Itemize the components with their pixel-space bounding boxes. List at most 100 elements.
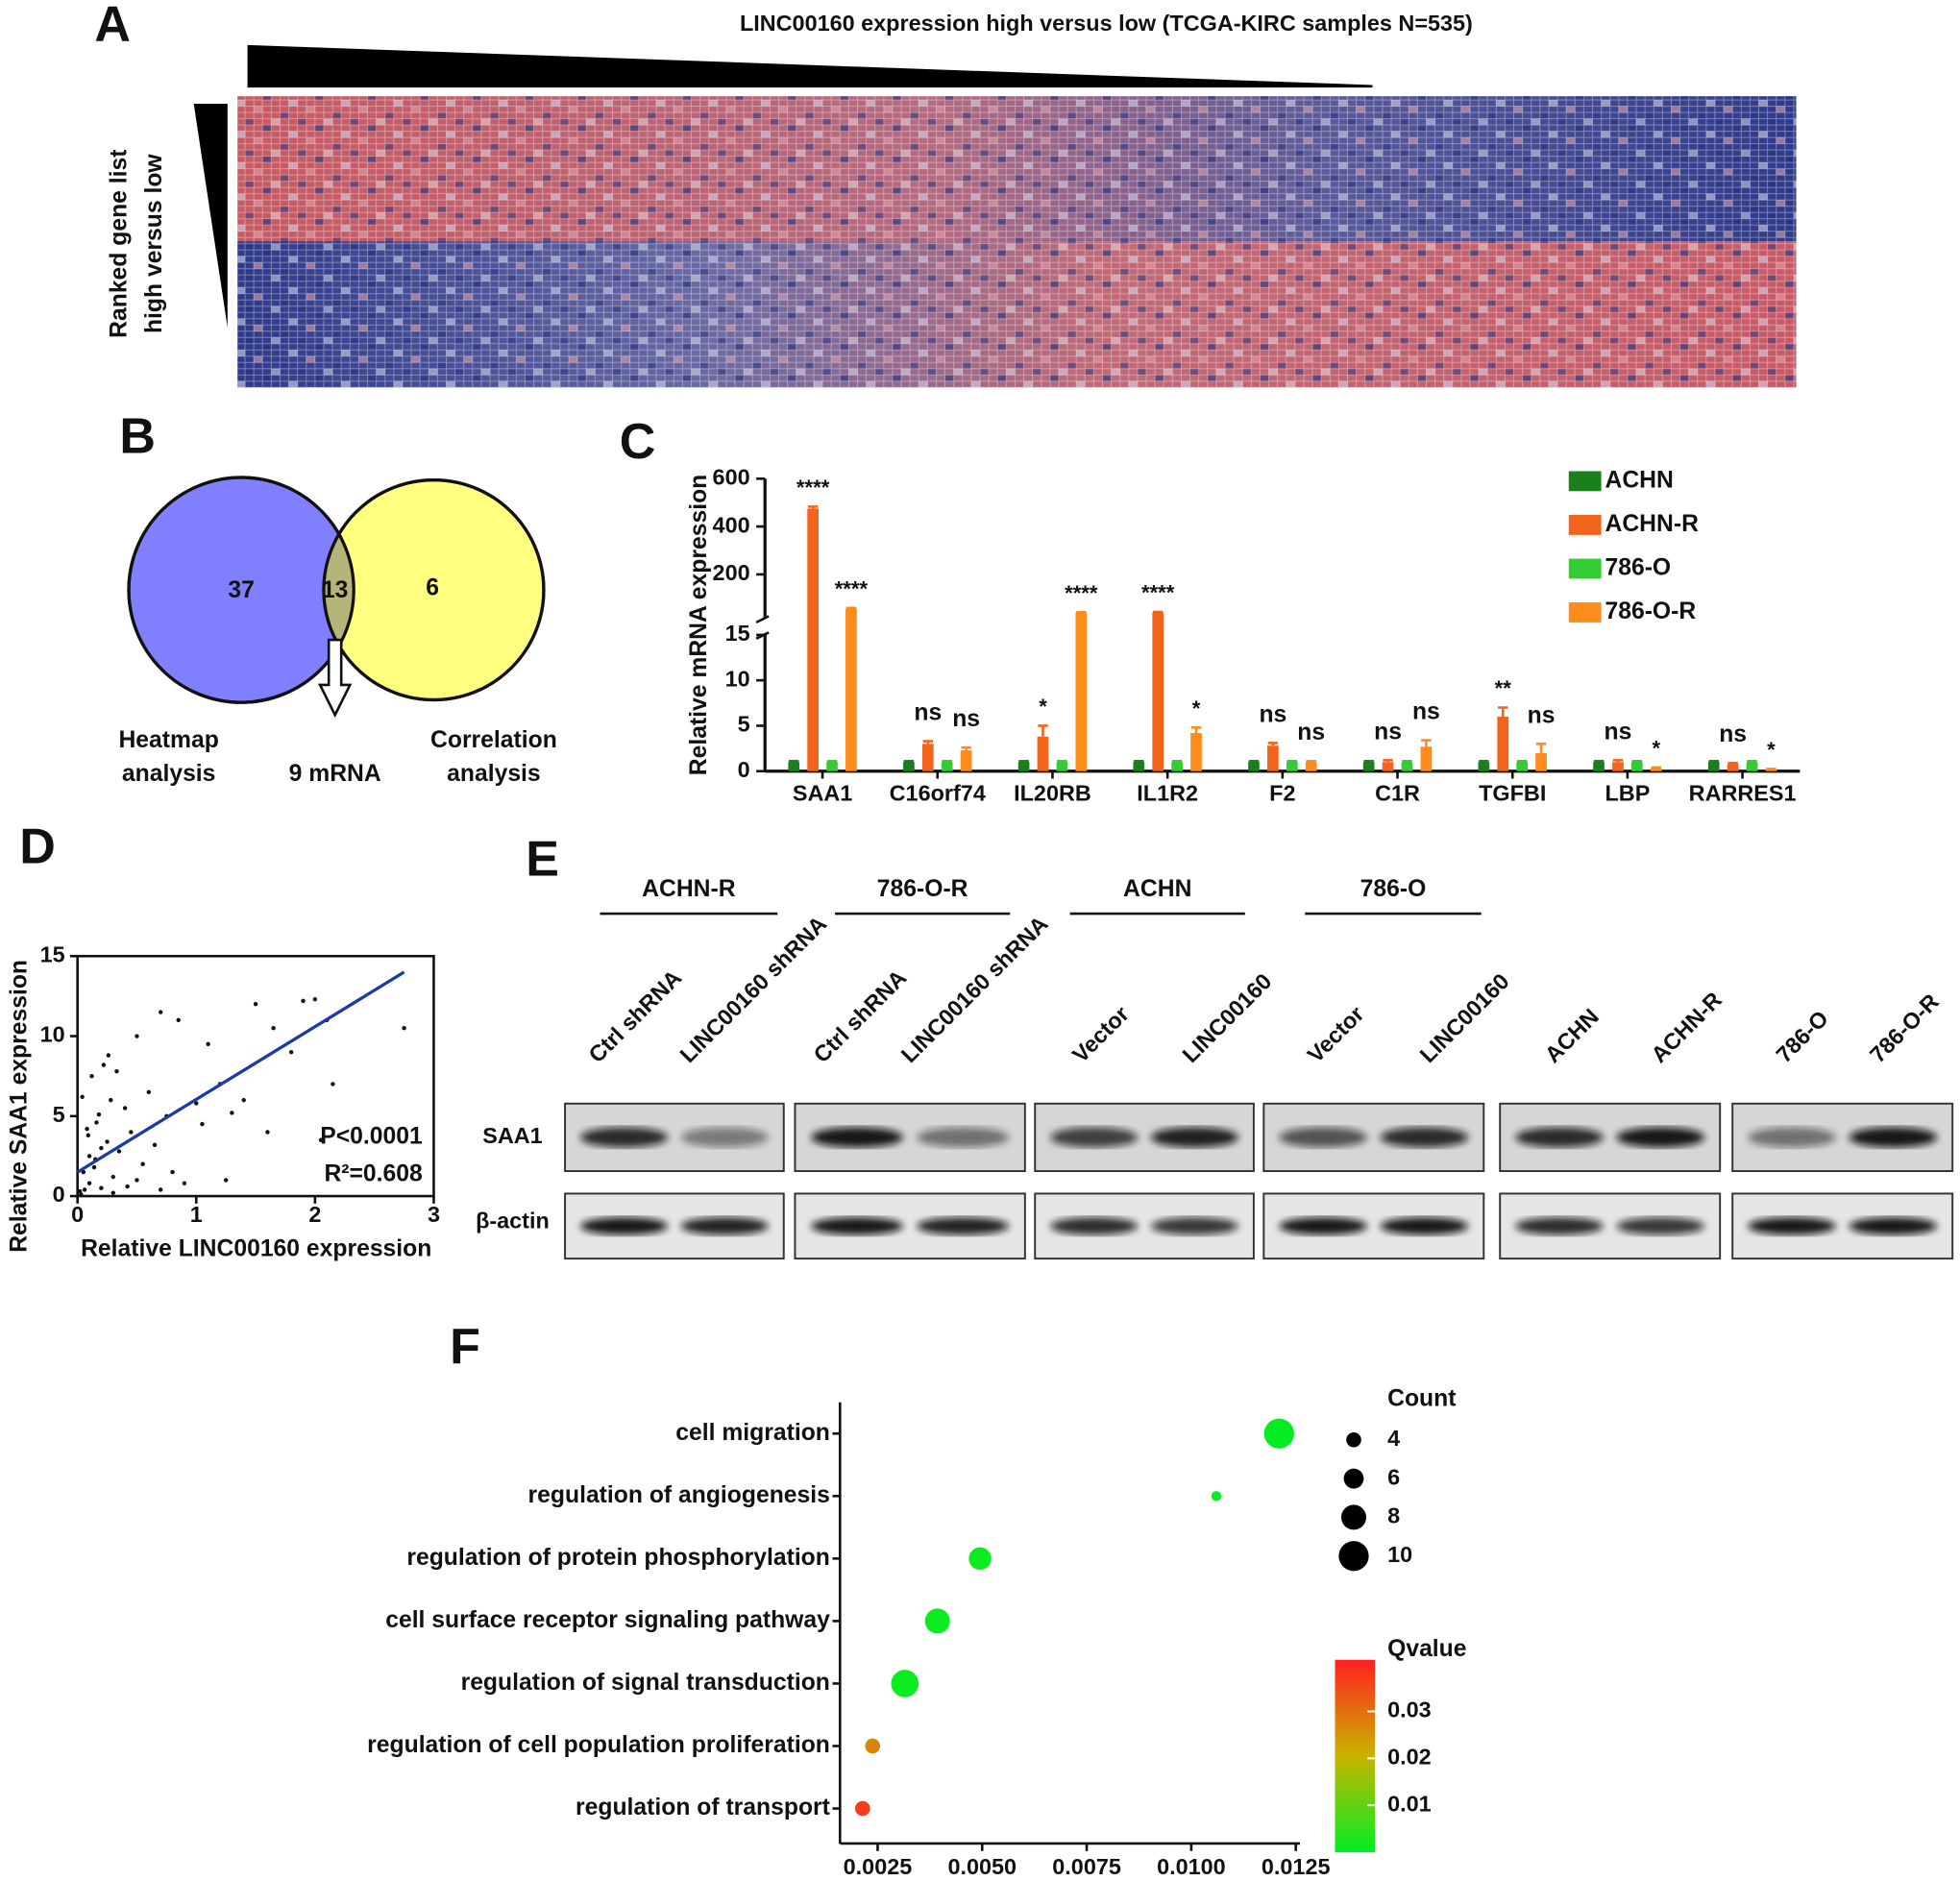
scatter-point — [125, 1184, 130, 1189]
dot — [924, 1608, 950, 1634]
significance: * — [1039, 695, 1047, 719]
y-tick-label: 5 — [53, 1102, 65, 1127]
scatter-point — [200, 1121, 205, 1127]
blot-band — [1616, 1127, 1705, 1148]
x-tick-label: 0.0125 — [1262, 1854, 1331, 1879]
lane-label: Vector — [1067, 1001, 1134, 1067]
colorbar-tick-label: 0.03 — [1387, 1698, 1432, 1722]
gene-wedge — [193, 103, 228, 328]
x-tick-label: 0 — [71, 1202, 84, 1227]
bar — [1248, 762, 1260, 771]
scatter-point — [122, 1106, 128, 1111]
y-tick-label: 200 — [713, 560, 750, 585]
blot-row-label: β-actin — [476, 1209, 550, 1234]
venn-label: analysis — [122, 761, 216, 787]
x-tick-label: 0.0100 — [1157, 1854, 1226, 1879]
size-legend-title: Count — [1387, 1386, 1456, 1412]
legend-swatch — [1568, 558, 1602, 579]
x-tick-label: F2 — [1269, 781, 1295, 806]
bar — [1727, 764, 1739, 771]
x-tick-label: C1R — [1375, 781, 1420, 806]
legend-swatch — [1568, 471, 1602, 492]
annotation: P<0.0001 — [320, 1123, 423, 1149]
venn-label: Heatmap — [118, 727, 218, 753]
bar — [1765, 769, 1777, 771]
significance: ns — [1605, 719, 1632, 745]
significance: ns — [914, 699, 942, 725]
scatter-point — [80, 1094, 85, 1100]
dot — [1263, 1418, 1294, 1449]
blot-band — [1150, 1127, 1238, 1148]
blot-band — [1849, 1127, 1938, 1148]
scatter-point — [182, 1181, 187, 1185]
panel-letter: C — [620, 414, 656, 470]
significance: **** — [835, 576, 869, 600]
blot-band — [680, 1217, 769, 1235]
scatter-point — [89, 1073, 94, 1079]
x-tick-label: 0.0075 — [1052, 1854, 1121, 1879]
scatter-point — [194, 1101, 199, 1106]
x-tick-label: C16orf74 — [890, 781, 986, 806]
bar — [1037, 736, 1049, 771]
scatter-point — [170, 1169, 175, 1175]
scatter-point — [94, 1120, 99, 1125]
scatter-point — [105, 1139, 110, 1144]
blot-group-label: 786-O — [1360, 876, 1427, 902]
size-legend-dot — [1340, 1504, 1367, 1530]
bar — [788, 762, 800, 771]
bar — [921, 744, 934, 771]
dot — [1211, 1491, 1222, 1502]
heatmap-title: LINC00160 expression high versus low (TC… — [740, 11, 1473, 36]
legend-label: 786-O-R — [1605, 598, 1696, 624]
size-legend-label: 10 — [1387, 1542, 1412, 1567]
y-tick-label: 600 — [713, 464, 750, 489]
significance: * — [1767, 738, 1776, 762]
scatter-point — [271, 1025, 276, 1031]
y-tick-label: 10 — [725, 666, 750, 691]
scatter-point — [96, 1112, 102, 1117]
scatter-point — [82, 1187, 87, 1192]
significance: ** — [1495, 676, 1512, 700]
bar — [1286, 762, 1298, 771]
bar — [1612, 762, 1624, 771]
scatter-point — [81, 1169, 86, 1175]
scatter-point — [288, 1049, 294, 1055]
y-tick-label: regulation of protein phosphorylation — [406, 1545, 830, 1571]
blot-band — [811, 1127, 903, 1148]
scatter-point — [158, 1187, 163, 1192]
scatter-point — [114, 1068, 119, 1074]
size-legend-dot — [1338, 1541, 1369, 1572]
bar — [1267, 745, 1279, 771]
scatter-point — [223, 1178, 229, 1183]
y-tick-label: 15 — [725, 621, 750, 646]
scatter-point — [176, 1017, 181, 1023]
bar — [1707, 762, 1720, 771]
bar — [1593, 762, 1605, 771]
bar — [1152, 612, 1164, 771]
scatter-point — [99, 1145, 104, 1151]
blot-band — [1380, 1127, 1469, 1148]
lane-label: ACHN — [1540, 1004, 1604, 1067]
bar — [1478, 762, 1490, 771]
scatter-point — [253, 1002, 258, 1007]
bar — [1420, 746, 1433, 771]
scatter-point — [99, 1185, 104, 1190]
annotation: R²=0.608 — [324, 1160, 422, 1186]
scatter-point — [312, 997, 318, 1002]
blot-group-label: ACHN — [1123, 876, 1191, 902]
significance: * — [1192, 696, 1201, 721]
blot-band — [1279, 1127, 1367, 1148]
lane-label: ACHN-R — [1646, 987, 1727, 1067]
scatter-point — [110, 1190, 115, 1195]
bar — [1017, 762, 1030, 771]
y-tick-label: cell surface receptor signaling pathway — [385, 1607, 830, 1633]
bar — [1535, 752, 1547, 771]
bar — [1382, 762, 1394, 771]
bar — [1401, 762, 1413, 771]
bar — [1075, 612, 1088, 771]
blot-row-label: SAA1 — [482, 1123, 542, 1148]
heatmap-row-label: high versus low — [141, 154, 167, 333]
y-tick-label: regulation of signal transduction — [461, 1670, 830, 1696]
bar — [1362, 762, 1375, 771]
venn-count: 6 — [426, 574, 439, 600]
